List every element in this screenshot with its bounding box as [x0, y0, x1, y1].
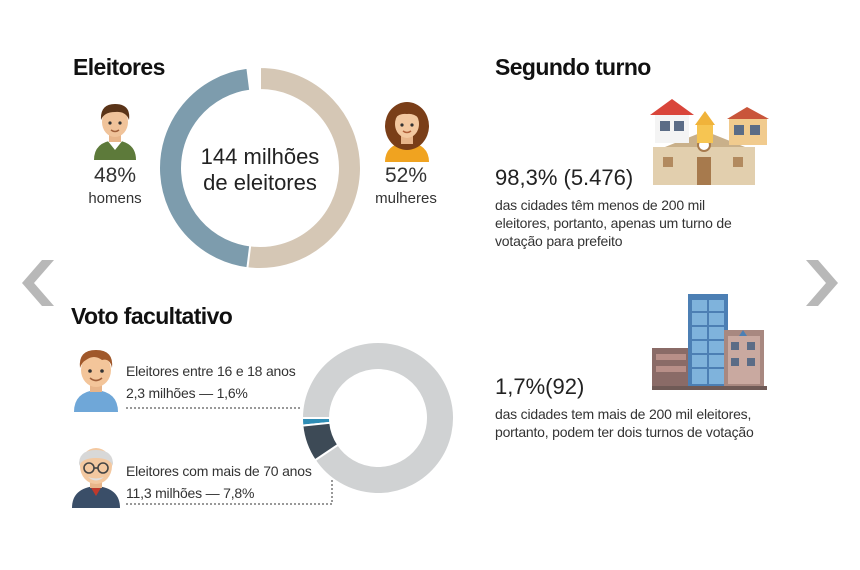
- donut-slice-homens: [158, 66, 261, 270]
- young-leader-line: [126, 407, 329, 426]
- donut-slice-mulheres: [246, 66, 362, 270]
- stat1-value: 98,3% (5.476): [495, 165, 634, 190]
- men-percent: 48%: [93, 164, 137, 187]
- voto-facultativo-title: Voto facultativo: [71, 303, 233, 329]
- donut-center-line2: de eleitores: [203, 170, 317, 195]
- chevron-right-icon: [806, 260, 838, 306]
- stat1-line3: votação para prefeito: [495, 233, 623, 249]
- stat1-line2: eleitores, portanto, apenas um turno de: [495, 215, 732, 231]
- man-avatar-icon: [94, 104, 136, 160]
- donut-center-line1: 144 milhões: [200, 144, 320, 169]
- young-voters-value: 2,3 milhões — 1,6%: [126, 385, 248, 401]
- men-label: homens: [88, 190, 142, 207]
- women-label: mulheres: [375, 190, 437, 207]
- eleitores-donut-chart: [158, 66, 362, 270]
- voto-facultativo-donut-chart: [300, 341, 455, 495]
- elderly-man-avatar-icon: [72, 448, 120, 508]
- stat2-value: 1,7%(92): [495, 374, 585, 399]
- donut-center-label: 144 milhões de eleitores: [190, 144, 330, 196]
- prev-arrow-button[interactable]: [20, 258, 60, 308]
- boy-avatar-icon: [74, 350, 118, 412]
- elderly-voters-label: Eleitores com mais de 70 anos: [126, 463, 312, 479]
- donut-slice-mais-70-anos: [301, 421, 340, 462]
- stat2-line2: portanto, podem ter dois turnos de votaç…: [495, 424, 754, 440]
- stat1-description: das cidades têm menos de 200 mil eleitor…: [495, 196, 765, 250]
- young-voters-label: Eleitores entre 16 e 18 anos: [126, 363, 296, 379]
- chevron-left-icon: [22, 260, 54, 306]
- donut-slice-restante: [300, 341, 455, 495]
- small-town-houses-icon: [650, 99, 769, 185]
- woman-avatar-icon: [385, 102, 429, 162]
- stat1-line1: das cidades têm menos de 200 mil: [495, 197, 705, 213]
- elderly-voters-value: 11,3 milhões — 7,8%: [126, 485, 255, 501]
- eleitores-title: Eleitores: [73, 54, 165, 80]
- stat2-description: das cidades tem mais de 200 mil eleitore…: [495, 405, 775, 441]
- stat2-line1: das cidades tem mais de 200 mil eleitore…: [495, 406, 752, 422]
- women-percent: 52%: [384, 164, 428, 187]
- next-arrow-button[interactable]: [800, 258, 840, 308]
- city-buildings-icon: [652, 294, 767, 390]
- segundo-turno-title: Segundo turno: [495, 54, 651, 80]
